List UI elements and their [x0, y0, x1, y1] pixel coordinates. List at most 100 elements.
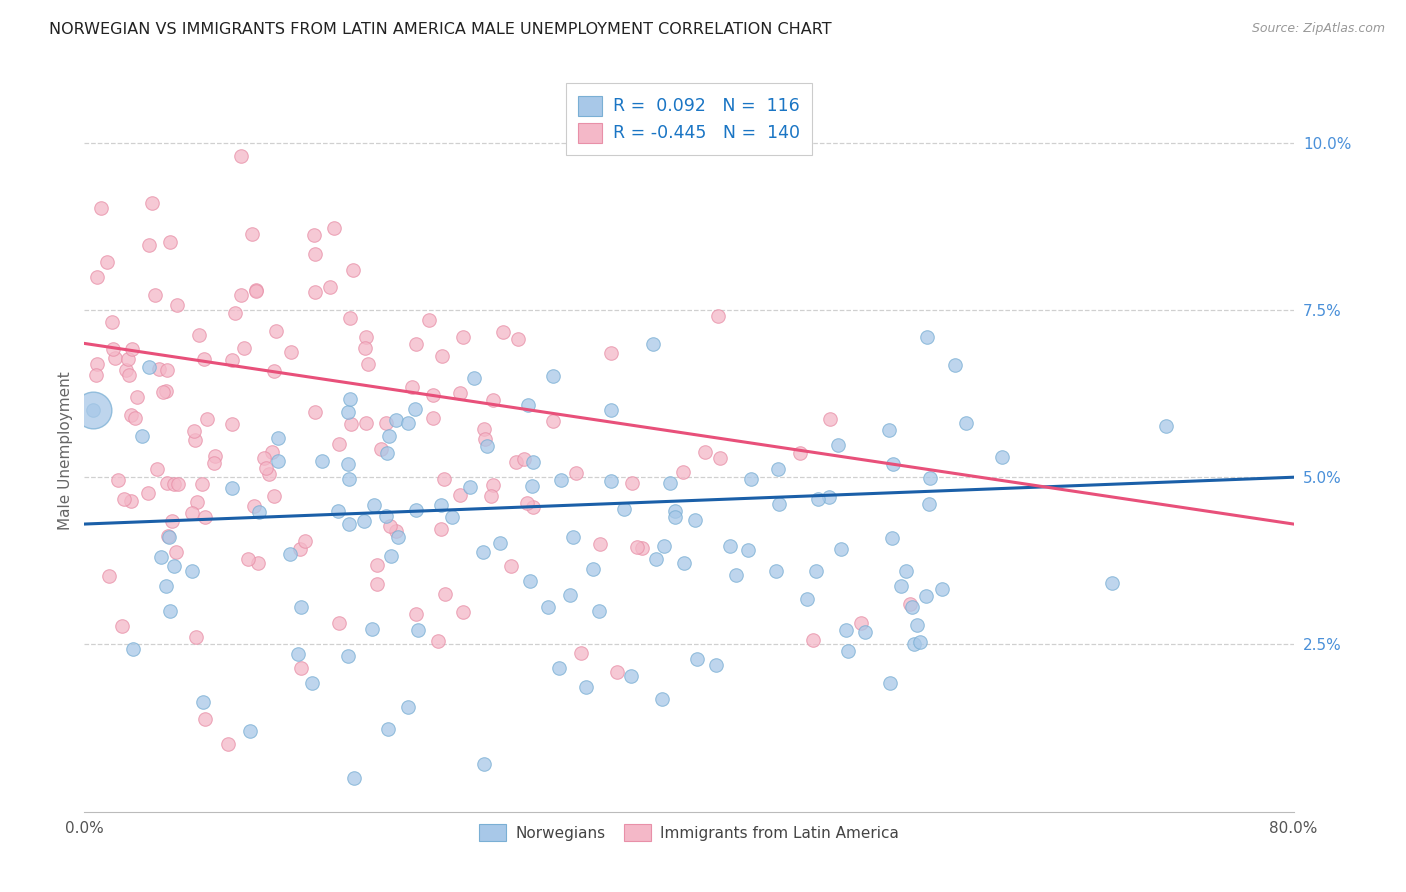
- Point: [287, 648, 309, 662]
- Point: [290, 661, 312, 675]
- Point: [560, 588, 582, 602]
- Point: [114, 491, 136, 506]
- Point: [290, 541, 312, 556]
- Point: [363, 498, 385, 512]
- Point: [405, 503, 427, 517]
- Point: [354, 341, 377, 355]
- Point: [145, 288, 167, 302]
- Point: [396, 700, 419, 714]
- Point: [901, 599, 924, 614]
- Point: [249, 505, 271, 519]
- Point: [537, 600, 560, 615]
- Point: [138, 359, 160, 374]
- Point: [245, 284, 267, 298]
- Point: [221, 353, 243, 368]
- Point: [311, 454, 333, 468]
- Point: [96, 255, 118, 269]
- Point: [304, 246, 326, 260]
- Point: [422, 410, 444, 425]
- Point: [360, 622, 382, 636]
- Point: [406, 623, 429, 637]
- Point: [837, 644, 859, 658]
- Point: [243, 500, 266, 514]
- Point: [463, 371, 485, 385]
- Point: [489, 536, 512, 550]
- Point: [505, 455, 527, 469]
- Point: [482, 478, 505, 492]
- Point: [141, 196, 163, 211]
- Point: [328, 436, 350, 450]
- Point: [183, 424, 205, 438]
- Point: [903, 637, 925, 651]
- Point: [589, 537, 612, 551]
- Point: [651, 691, 673, 706]
- Point: [217, 738, 239, 752]
- Point: [519, 574, 541, 588]
- Point: [401, 380, 423, 394]
- Point: [882, 532, 904, 546]
- Point: [905, 618, 928, 632]
- Point: [378, 519, 401, 533]
- Point: [155, 363, 177, 377]
- Point: [84, 368, 107, 383]
- Point: [474, 432, 496, 446]
- Point: [328, 616, 350, 631]
- Point: [188, 328, 211, 343]
- Point: [160, 514, 183, 528]
- Point: [643, 337, 665, 351]
- Point: [385, 524, 408, 538]
- Point: [849, 615, 872, 630]
- Point: [157, 529, 180, 543]
- Point: [449, 488, 471, 502]
- Point: [513, 452, 536, 467]
- Point: [366, 558, 388, 572]
- Point: [707, 309, 730, 323]
- Point: [101, 315, 124, 329]
- Point: [224, 306, 246, 320]
- Point: [82, 403, 104, 417]
- Point: [377, 723, 399, 737]
- Point: [181, 506, 204, 520]
- Point: [304, 285, 326, 299]
- Point: [396, 416, 419, 430]
- Point: [449, 386, 471, 401]
- Point: [385, 413, 408, 427]
- Point: [613, 502, 636, 516]
- Point: [337, 472, 360, 486]
- Point: [375, 446, 398, 460]
- Point: [652, 540, 675, 554]
- Point: [499, 558, 522, 573]
- Point: [853, 624, 876, 639]
- Point: [191, 695, 214, 709]
- Point: [357, 357, 380, 371]
- Point: [202, 456, 225, 470]
- Point: [148, 362, 170, 376]
- Point: [354, 330, 377, 344]
- Point: [931, 582, 953, 596]
- Point: [422, 388, 444, 402]
- Point: [342, 263, 364, 277]
- Point: [482, 392, 505, 407]
- Point: [146, 462, 169, 476]
- Point: [434, 587, 457, 601]
- Point: [548, 660, 571, 674]
- Point: [278, 548, 301, 562]
- Point: [204, 449, 226, 463]
- Point: [193, 352, 215, 367]
- Point: [620, 669, 643, 683]
- Point: [879, 675, 901, 690]
- Point: [569, 646, 592, 660]
- Point: [122, 642, 145, 657]
- Point: [599, 474, 621, 488]
- Point: [260, 444, 283, 458]
- Point: [125, 390, 148, 404]
- Point: [890, 579, 912, 593]
- Point: [458, 480, 481, 494]
- Point: [522, 500, 544, 514]
- Point: [336, 648, 359, 663]
- Point: [326, 504, 349, 518]
- Point: [671, 465, 693, 479]
- Point: [152, 385, 174, 400]
- Point: [561, 531, 583, 545]
- Point: [245, 283, 267, 297]
